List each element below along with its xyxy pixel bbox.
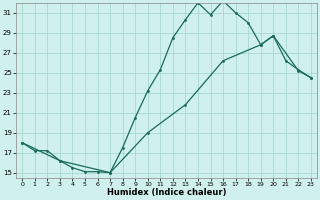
X-axis label: Humidex (Indice chaleur): Humidex (Indice chaleur) xyxy=(107,188,226,197)
